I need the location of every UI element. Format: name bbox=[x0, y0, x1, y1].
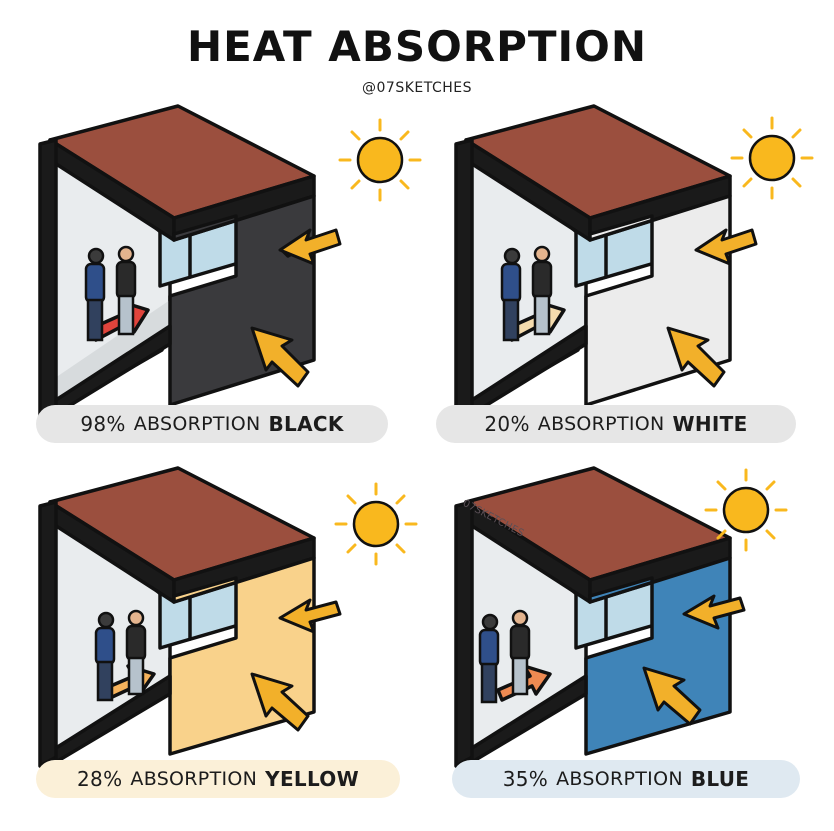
incoming-heat-arrow bbox=[694, 228, 758, 266]
label-blue: 35% ABSORPTION BLUE bbox=[452, 760, 800, 798]
sun-icon bbox=[704, 468, 788, 552]
panel-white bbox=[426, 100, 826, 422]
house-illustration bbox=[38, 104, 422, 422]
page-title: HEAT ABSORPTION bbox=[186, 22, 648, 71]
house-illustration bbox=[454, 466, 788, 768]
people bbox=[84, 245, 137, 342]
incoming-heat-arrow bbox=[642, 666, 702, 726]
panel-blue: 07SKETCHES bbox=[426, 462, 826, 768]
house-illustration bbox=[454, 104, 814, 422]
label-percent: 35% bbox=[502, 767, 549, 791]
label-word: ABSORPTION bbox=[556, 768, 683, 790]
incoming-heat-arrow bbox=[682, 594, 746, 630]
label-black: 98% ABSORPTION BLACK bbox=[36, 405, 388, 443]
incoming-heat-arrow bbox=[666, 326, 726, 388]
panel-yellow bbox=[10, 462, 418, 768]
label-word: ABSORPTION bbox=[130, 768, 258, 790]
incoming-heat-arrow bbox=[278, 228, 342, 266]
house-illustration bbox=[38, 466, 418, 768]
incoming-heat-arrow bbox=[278, 598, 342, 634]
label-percent: 20% bbox=[484, 412, 530, 436]
label-color: BLUE bbox=[690, 767, 750, 791]
label-percent: 98% bbox=[80, 412, 126, 436]
label-yellow: 28% ABSORPTION YELLOW bbox=[36, 760, 400, 798]
label-word: ABSORPTION bbox=[537, 413, 665, 435]
sun-icon bbox=[730, 116, 814, 200]
incoming-heat-arrow bbox=[250, 672, 310, 732]
sun-icon bbox=[338, 118, 422, 202]
people bbox=[500, 245, 553, 342]
label-white: 20% ABSORPTION WHITE bbox=[436, 405, 796, 443]
label-word: ABSORPTION bbox=[133, 413, 261, 435]
label-color: BLACK bbox=[268, 412, 344, 436]
incoming-heat-arrow bbox=[250, 326, 310, 388]
people bbox=[478, 609, 531, 704]
sun-icon bbox=[334, 482, 418, 566]
label-percent: 28% bbox=[77, 767, 123, 791]
label-color: WHITE bbox=[672, 412, 748, 436]
panel-black bbox=[10, 100, 422, 422]
people bbox=[94, 609, 147, 702]
label-color: YELLOW bbox=[265, 767, 359, 791]
credit-handle: @07SKETCHES bbox=[362, 80, 472, 96]
